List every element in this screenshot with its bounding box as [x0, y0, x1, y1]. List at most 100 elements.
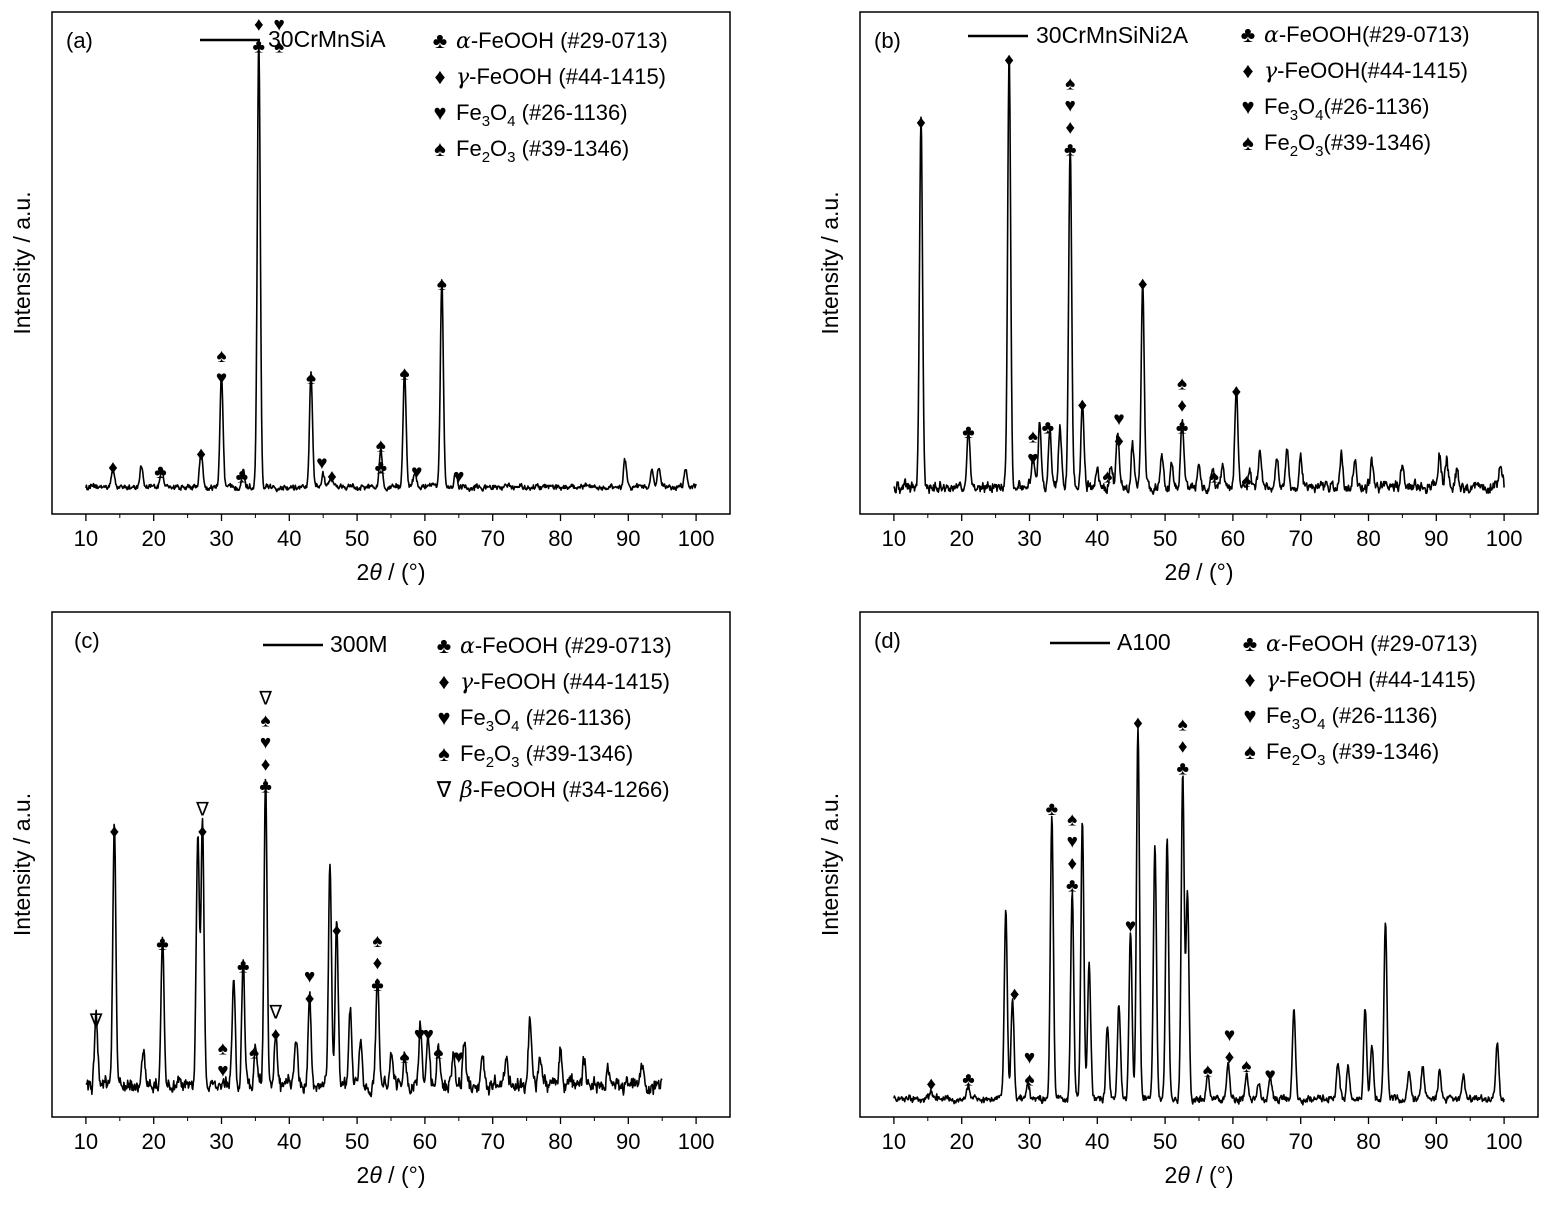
peak-marker: ♦	[1133, 713, 1143, 734]
peak-marker: ♠	[433, 1042, 443, 1063]
peak-marker: ♠	[1065, 73, 1075, 94]
legend-symbol: ♦	[1244, 667, 1255, 692]
legend-symbol: ♣	[433, 28, 447, 53]
peak-annotation: ♦	[196, 444, 206, 465]
x-tick-label: 90	[616, 526, 640, 551]
peak-marker: ♥	[1125, 916, 1136, 937]
x-tick-label: 20	[141, 526, 165, 551]
x-axis-title: 2θ / (°)	[357, 559, 426, 585]
legend-symbol: ♦	[438, 669, 449, 694]
x-tick-label: 40	[277, 526, 301, 551]
peak-annotation: ♣	[962, 422, 974, 443]
xrd-trace	[893, 727, 1505, 1106]
peak-marker: ♣	[1176, 417, 1188, 438]
peak-marker: ♦	[254, 14, 264, 35]
legend-entry: ♣ α-FeOOH (#29-0713)	[437, 633, 672, 659]
peak-annotation: ♠	[249, 1042, 259, 1063]
peak-marker: ♥	[1224, 1025, 1235, 1046]
legend-label: γ-FeOOH (#44-1415)	[460, 669, 670, 695]
xrd-panel-2: 10 20 30 40 50 60 70 80 90 100 2θ / (°) Intensity /…	[817, 11, 1539, 585]
xrd-panel-3: 10 20 30 40 50 60 70 80 90 100 2θ / (°) Intensity /…	[9, 611, 731, 1188]
peak-annotation: ♣♦♠	[1176, 373, 1188, 438]
x-tick-label: 80	[1356, 526, 1380, 551]
x-tick-label: 20	[949, 1129, 973, 1154]
peak-annotation: ♥♠	[1027, 427, 1038, 470]
legend-entry: ♣ α-FeOOH(#29-0713)	[1241, 22, 1470, 48]
peak-marker: ♦	[1067, 854, 1077, 875]
peak-marker: ♣	[253, 36, 265, 57]
xrd-trace	[85, 40, 697, 493]
peak-annotation: ♥	[453, 1047, 464, 1068]
peak-annotation: ♠	[1241, 471, 1251, 492]
x-axis-title: 2θ / (°)	[1165, 559, 1234, 585]
peak-annotation: ♦	[1133, 713, 1143, 734]
peak-annotation: ♥♠	[216, 346, 227, 389]
peak-marker: ♣	[1176, 758, 1188, 779]
peak-marker: ♦	[1065, 117, 1075, 138]
y-axis-title: Intensity / a.u.	[9, 191, 35, 334]
peak-marker: ♦	[261, 754, 271, 775]
x-tick-label: 70	[1288, 1129, 1312, 1154]
peak-marker: ♦	[271, 1024, 281, 1045]
peak-marker: ♠	[1102, 467, 1112, 488]
x-tick-label: 100	[678, 1129, 715, 1154]
legend-label: Fe3O4 (#26-1136)	[456, 100, 628, 130]
xrd-panel-4: 10 20 30 40 50 60 70 80 90 100 2θ / (°) Intensity /…	[817, 611, 1539, 1188]
legend-symbol: ♥	[1243, 703, 1256, 728]
peak-annotation: ♦∇	[195, 799, 209, 842]
legend-label: α-FeOOH (#29-0713)	[456, 28, 668, 54]
series-name: 30CrMnSiNi2A	[1036, 22, 1189, 48]
peak-marker: ♦	[1178, 736, 1188, 757]
peak-annotation: ♣	[1042, 417, 1054, 438]
peak-annotation: ♦♥	[1113, 409, 1124, 452]
legend-symbol: ♦	[434, 64, 445, 89]
peak-marker: ♦	[1231, 381, 1241, 402]
legend-label: γ-FeOOH (#44-1415)	[456, 64, 666, 90]
legend-label: Fe2O3 (#39-1346)	[1266, 739, 1439, 769]
peak-annotation: ♠♥	[1024, 1047, 1035, 1090]
peak-marker: ♥	[316, 453, 327, 474]
x-tick-label: 50	[345, 1129, 369, 1154]
peak-marker: ♣	[236, 467, 248, 488]
x-tick-label: 100	[1486, 526, 1523, 551]
panel-label: (d)	[874, 628, 901, 653]
legend-symbol: ♥	[437, 705, 450, 730]
x-tick-label: 100	[678, 526, 715, 551]
peak-annotation: ♣♦♥♠	[1066, 810, 1078, 897]
peak-marker: ♥	[1065, 95, 1076, 116]
legend-label: α-FeOOH (#29-0713)	[1266, 631, 1478, 657]
peak-marker: ♣	[237, 957, 249, 978]
peak-marker: ♠	[372, 931, 382, 952]
peak-marker: ♥	[217, 1060, 228, 1081]
peak-marker: ♥	[273, 14, 284, 35]
legend-label: γ-FeOOH(#44-1415)	[1264, 58, 1468, 84]
peak-marker: ♠	[1024, 1069, 1034, 1090]
peak-annotation: ♦	[926, 1074, 936, 1095]
peak-marker: ♠	[437, 274, 447, 295]
legend-symbol: ∇	[436, 777, 452, 802]
x-tick-label: 80	[1356, 1129, 1380, 1154]
legend-entry: ♠ Fe2O3 (#39-1346)	[438, 741, 633, 771]
peak-marker: ♦	[916, 113, 926, 134]
peak-marker: ♣	[1064, 139, 1076, 160]
peak-annotation: ♦	[1138, 274, 1148, 295]
peak-marker: ♣	[154, 462, 166, 483]
peak-marker: ♠	[400, 364, 410, 385]
peak-marker: ♣	[1042, 417, 1054, 438]
peak-marker: ♣	[1046, 799, 1058, 820]
x-tick-label: 40	[1085, 526, 1109, 551]
peak-annotation: ♠	[437, 274, 447, 295]
x-tick-label: 50	[345, 526, 369, 551]
peak-marker: ♦	[108, 458, 118, 479]
legend-symbol: ♠	[434, 136, 446, 161]
peak-marker: ♥	[411, 462, 422, 483]
legend-symbol: ♠	[438, 741, 450, 766]
legend-symbol: ♠	[1242, 130, 1254, 155]
peak-annotation: ♣♦♥♠	[1064, 73, 1076, 160]
legend-entry: ♠ Fe2O3 (#39-1346)	[434, 136, 629, 166]
xrd-panel-1: 10 20 30 40 50 60 70 80 90 100 2θ / (°) Intensity /…	[9, 11, 731, 585]
legend-label: Fe3O4(#26-1136)	[1264, 94, 1430, 124]
x-tick-label: 30	[1017, 526, 1041, 551]
peak-annotation: ♣♠	[375, 436, 387, 479]
